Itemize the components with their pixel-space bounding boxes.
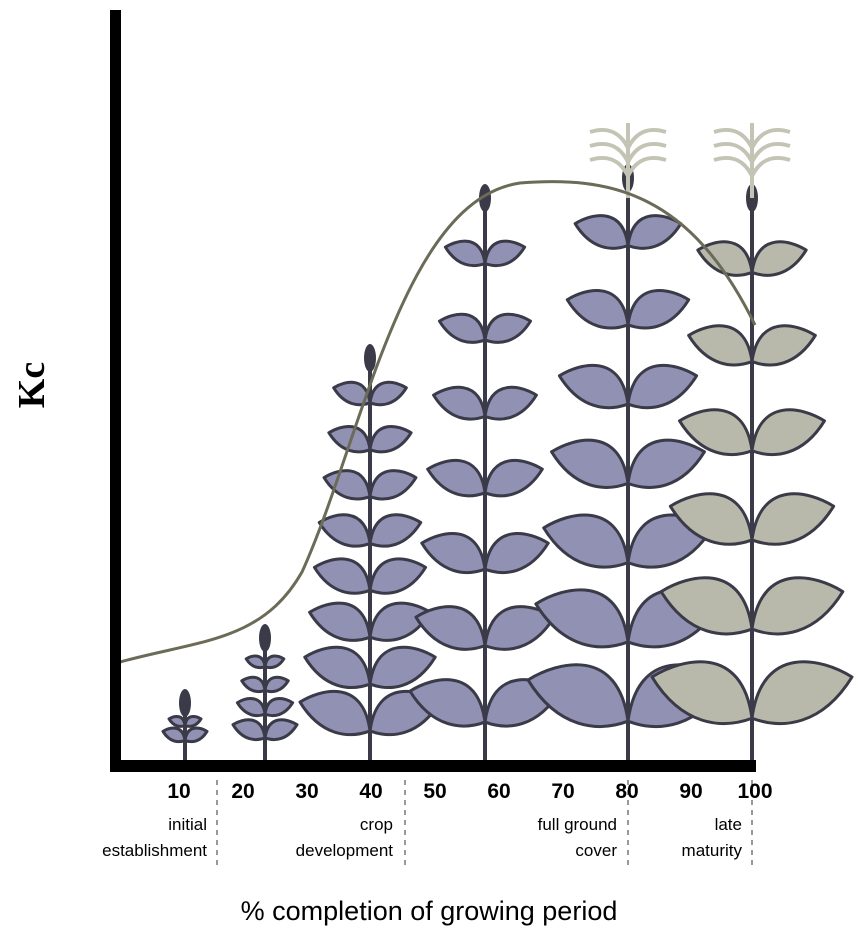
leaf bbox=[528, 665, 628, 727]
leaf bbox=[265, 699, 293, 716]
leaf bbox=[752, 242, 806, 275]
bud bbox=[364, 344, 376, 372]
leaf bbox=[752, 578, 843, 634]
leaf bbox=[237, 699, 265, 716]
leaf bbox=[752, 326, 815, 365]
leaf bbox=[314, 559, 370, 593]
leaf bbox=[233, 720, 265, 740]
leaf bbox=[689, 326, 752, 365]
leaf bbox=[439, 314, 485, 342]
x-tick-label: 80 bbox=[615, 780, 638, 803]
leaf bbox=[559, 365, 628, 407]
leaf bbox=[575, 216, 628, 249]
leaf bbox=[485, 314, 531, 342]
leaf bbox=[310, 603, 370, 640]
leaf bbox=[544, 515, 628, 567]
x-tick-label: 50 bbox=[423, 780, 446, 803]
leaf bbox=[628, 290, 689, 328]
leaf bbox=[485, 241, 525, 265]
x-tick-label: 30 bbox=[295, 780, 318, 803]
x-tick-label: 100 bbox=[737, 780, 772, 803]
leaf bbox=[416, 607, 485, 650]
plants bbox=[163, 123, 852, 760]
bud bbox=[259, 624, 271, 652]
x-axis bbox=[110, 760, 756, 772]
leaf bbox=[536, 590, 628, 647]
leaf bbox=[434, 387, 485, 419]
leaf bbox=[265, 677, 288, 691]
stage-label: late bbox=[715, 815, 742, 834]
leaf bbox=[752, 410, 825, 455]
x-tick-label: 40 bbox=[359, 780, 382, 803]
leaf bbox=[370, 559, 426, 593]
leaf bbox=[370, 382, 406, 404]
leaf bbox=[752, 662, 852, 724]
leaf bbox=[628, 365, 697, 407]
stage-label: development bbox=[296, 841, 394, 860]
leaf bbox=[185, 716, 201, 726]
x-axis-label: % completion of growing period bbox=[241, 896, 618, 926]
y-axis-label: Kc bbox=[11, 362, 53, 408]
leaf bbox=[185, 728, 207, 742]
leaf bbox=[752, 494, 834, 544]
x-tick-label: 20 bbox=[231, 780, 254, 803]
leaf bbox=[485, 460, 542, 495]
stage-label: full ground bbox=[538, 815, 617, 834]
x-tick-label: 90 bbox=[679, 780, 702, 803]
bud bbox=[179, 689, 191, 717]
leaf bbox=[552, 440, 628, 487]
leaf bbox=[305, 647, 370, 687]
x-tick-label: 60 bbox=[487, 780, 510, 803]
leaf bbox=[300, 691, 370, 734]
leaf bbox=[445, 241, 485, 265]
leaf bbox=[485, 387, 536, 419]
stage-label: cover bbox=[575, 841, 617, 860]
stage-label: crop bbox=[360, 815, 393, 834]
leaf bbox=[370, 426, 411, 451]
leaf bbox=[265, 656, 284, 668]
leaf bbox=[628, 216, 681, 249]
diagram: Kc % completion of growing period initia… bbox=[0, 0, 858, 934]
leaf bbox=[242, 677, 265, 691]
leaf bbox=[628, 440, 704, 487]
kc-curve bbox=[120, 182, 755, 662]
leaf bbox=[485, 533, 548, 572]
leaf bbox=[428, 460, 485, 495]
leaf bbox=[169, 716, 185, 726]
y-axis bbox=[110, 10, 121, 772]
stage-label: maturity bbox=[682, 841, 743, 860]
leaf bbox=[265, 720, 297, 740]
leaf bbox=[370, 515, 421, 546]
stage-label: initial bbox=[168, 815, 207, 834]
x-tick-labels: 10 20 30 40 50 60 70 80 90 100 bbox=[167, 780, 772, 803]
x-tick-label: 70 bbox=[551, 780, 574, 803]
leaf bbox=[370, 471, 416, 499]
x-tick-label: 10 bbox=[167, 780, 190, 803]
leaf bbox=[246, 656, 265, 668]
leaf bbox=[422, 533, 485, 572]
leaf bbox=[163, 728, 185, 742]
leaf bbox=[370, 647, 435, 687]
stage-label: establishment bbox=[102, 841, 207, 860]
leaf bbox=[567, 290, 628, 328]
leaf bbox=[319, 515, 370, 546]
